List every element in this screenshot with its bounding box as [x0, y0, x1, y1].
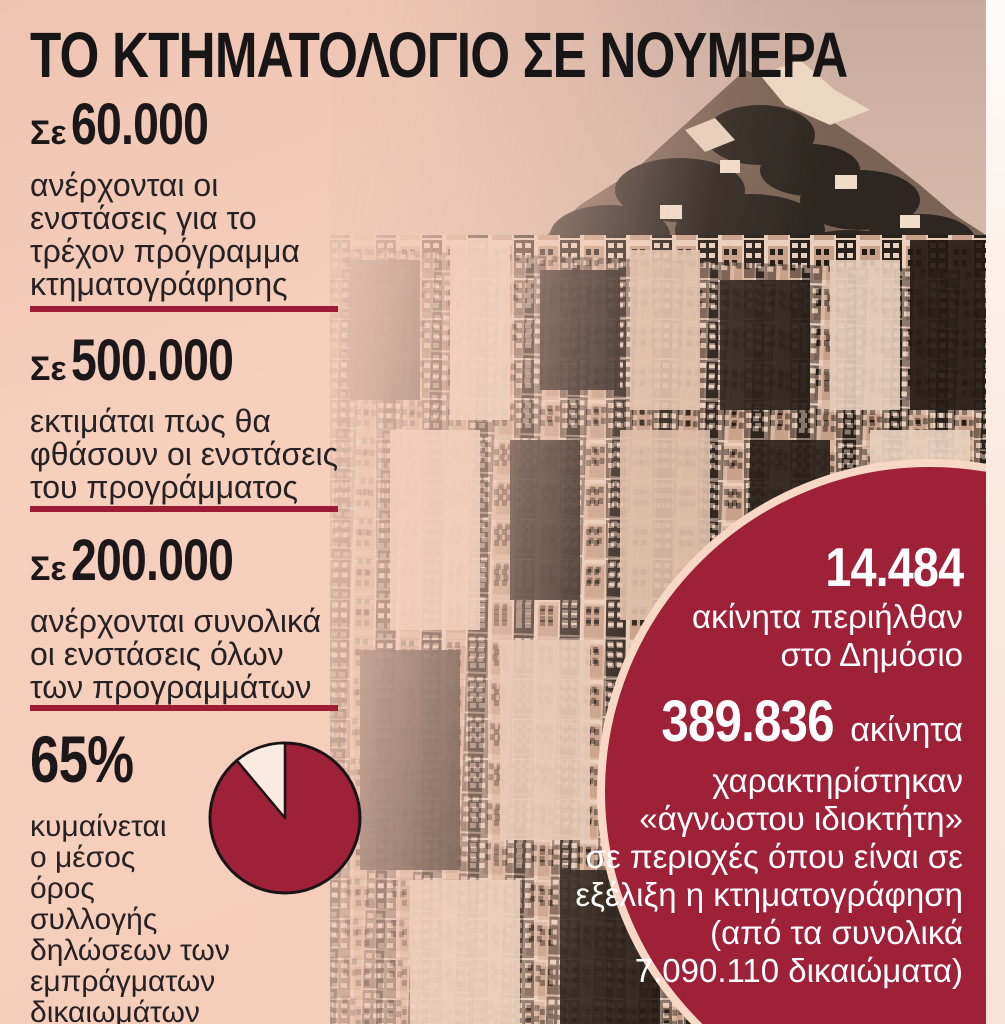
stat-block-average-collection: 65% κυμαίνεται ο μέσος όρος συλλογής δηλ… [30, 726, 375, 1024]
stat-value: 65% [30, 722, 134, 796]
pie-chart [208, 741, 362, 895]
stat-block-objections-estimate: Σε 500.000 εκτιμάται πως θα φθάσουν οι ε… [30, 332, 375, 504]
stat-value: 60.000 [71, 92, 209, 157]
stat-prefix: Σε [30, 114, 67, 152]
circle-stat1-value: 14.484 [825, 536, 964, 598]
stat-value: 500.000 [71, 328, 234, 393]
stat-description: εκτιμάται πως θα φθάσουν οι ενστάσεις το… [30, 403, 339, 505]
page-title: ΤΟ ΚΤΗΜΑΤΟΛΟΓΙΟ ΣΕ ΝΟΥΜΕΡΑ [30, 19, 848, 91]
stat-prefix: Σε [30, 350, 67, 388]
circle-stat2-suffix: ακίνητα [850, 711, 963, 749]
stat-description: ανέρχονται οι ενστάσεις για το τρέχον πρ… [30, 167, 300, 302]
divider-line [30, 506, 338, 512]
stat-headline: Σε 60.000 [30, 96, 375, 169]
circle-stat1-description: ακίνητα περιήλθαν στο Δημόσιο [692, 598, 963, 673]
circle-stat2-value: 389.836 [661, 689, 835, 754]
divider-line [30, 306, 338, 312]
stat-prefix: Σε [30, 550, 67, 588]
stat-headline: Σε 500.000 [30, 332, 375, 405]
stat-value: 200.000 [71, 528, 234, 593]
stat-headline: Σε 200.000 [30, 532, 375, 605]
stat-block-objections-current: Σε 60.000 ανέρχονται οι ενστάσεις για το… [30, 96, 375, 301]
stat-description: κυμαίνεται ο μέσος όρος συλλογής δηλώσεω… [30, 810, 230, 1024]
divider-line [30, 705, 338, 711]
stat-headline: 65% [30, 726, 375, 811]
highlight-circle-content: 14.484 ακίνητα περιήλθαν στο Δημόσιο 389… [511, 540, 963, 990]
stat-description: ανέρχονται συνολικά οι ενστάσεις όλων τω… [30, 603, 322, 705]
stat-block-objections-total: Σε 200.000 ανέρχονται συνολικά οι ενστάσ… [30, 532, 375, 704]
pie-slice-remainder [235, 741, 287, 820]
circle-stat2-description: χαρακτηρίστηκαν «άγνωστου ιδιοκτήτη» σε … [575, 762, 963, 989]
